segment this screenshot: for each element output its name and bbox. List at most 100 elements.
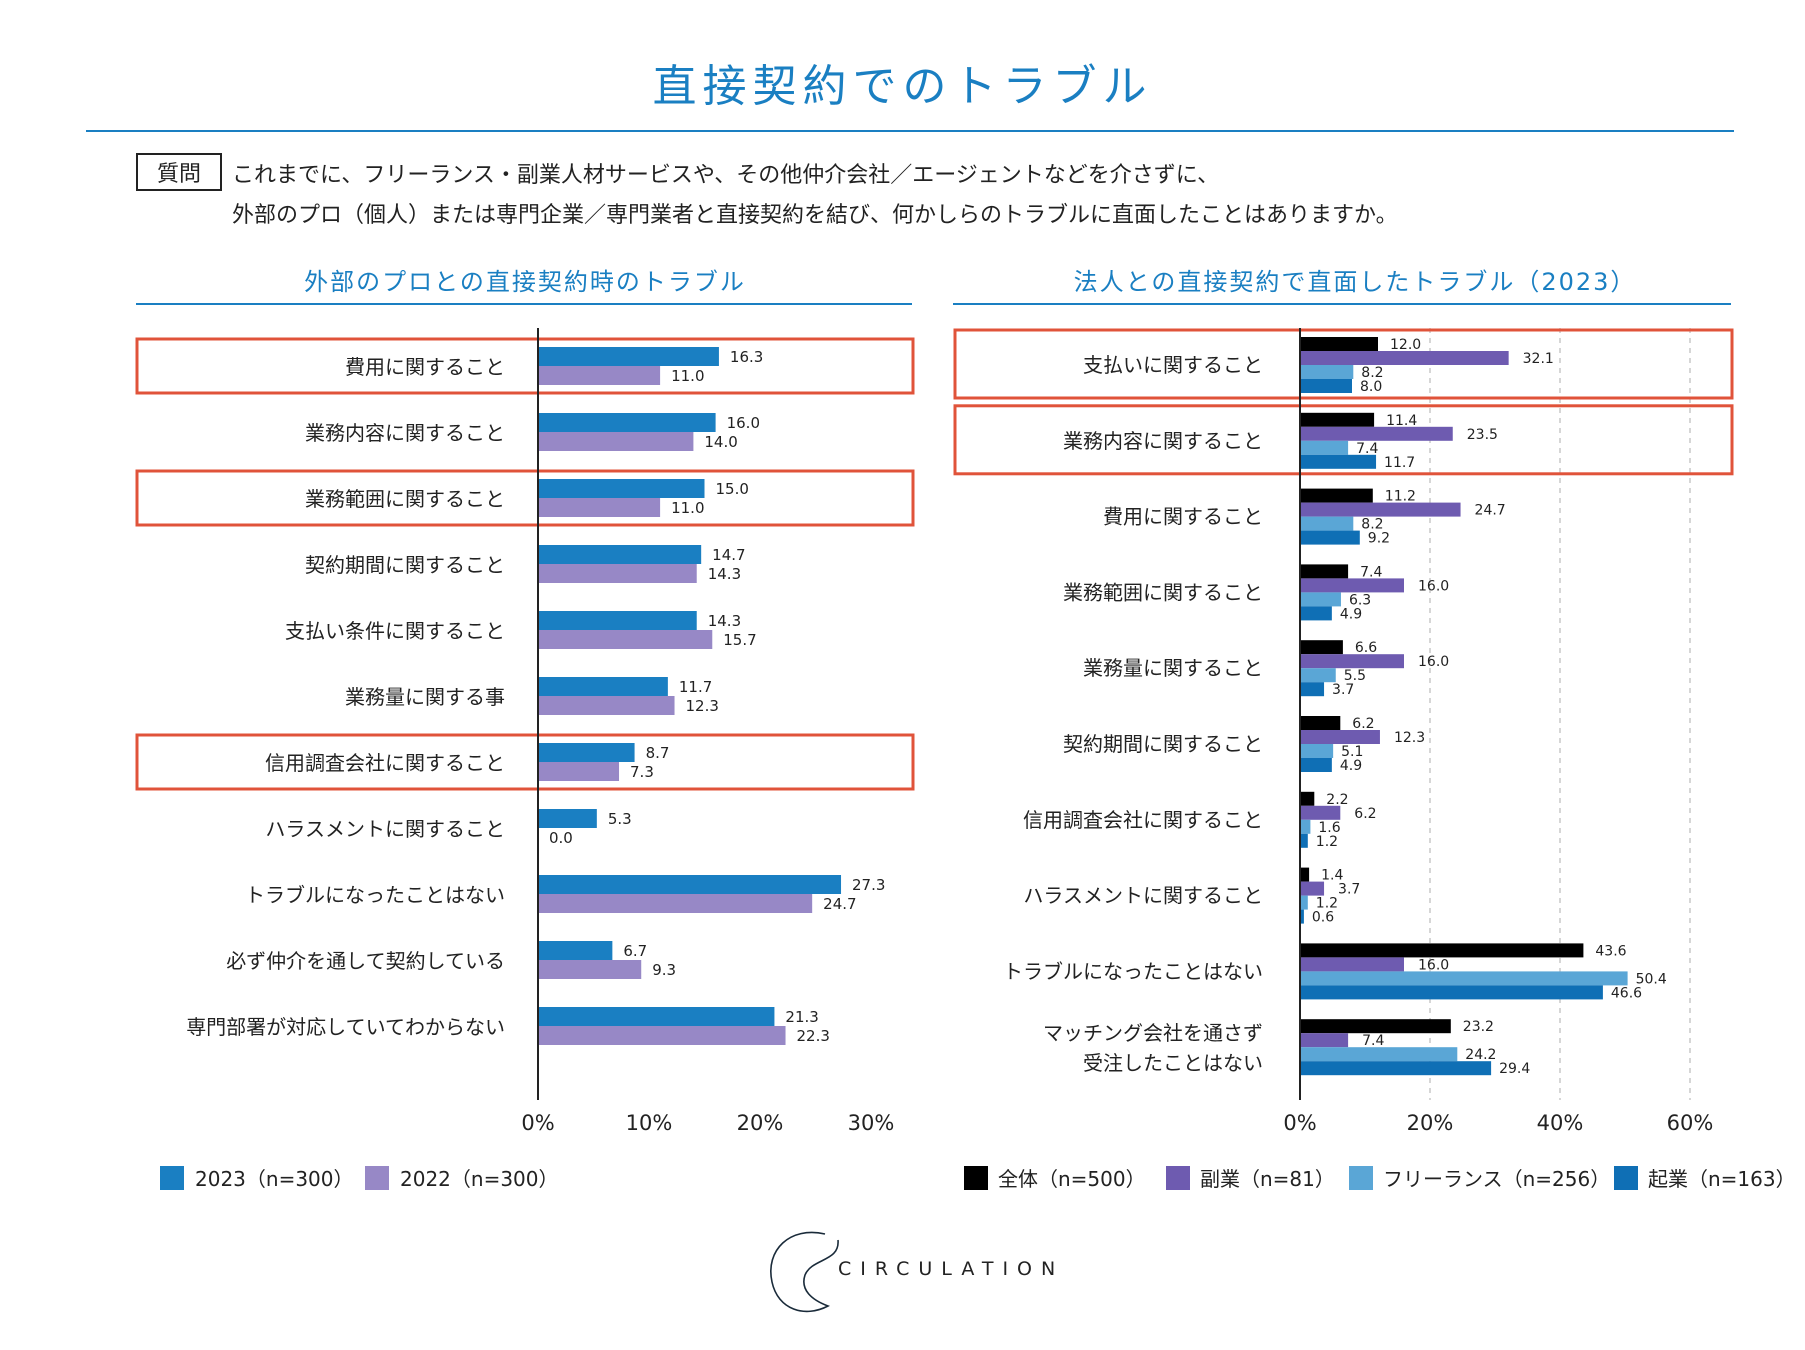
category-label: 受注したことはない: [1083, 1051, 1263, 1075]
bar-2022: [538, 432, 694, 451]
bar-all: [1300, 640, 1343, 655]
bar-startup: [1300, 379, 1352, 393]
bar-all: [1300, 337, 1378, 351]
data-label: 14.3: [708, 612, 741, 630]
legend-label: 全体（n=500）: [998, 1167, 1146, 1191]
data-label: 5.1: [1341, 744, 1363, 760]
data-label: 24.2: [1465, 1047, 1496, 1063]
chart-title: 法人との直接契約で直面したトラブル（2023）: [1074, 268, 1637, 296]
bar-2023: [538, 611, 697, 630]
category-label: 業務内容に関すること: [1063, 429, 1263, 453]
data-label: 11.0: [671, 367, 704, 385]
data-label: 1.4: [1321, 868, 1343, 884]
bar-2022: [538, 366, 661, 385]
data-label: 16.0: [1418, 578, 1449, 594]
bar-2022: [538, 894, 813, 913]
data-label: 16.0: [1418, 654, 1449, 670]
category-label: 業務範囲に関すること: [1063, 580, 1263, 604]
bar-side-job: [1300, 654, 1404, 669]
data-label: 22.3: [797, 1027, 830, 1045]
data-label: 11.7: [679, 678, 712, 696]
bar-side-job: [1300, 730, 1380, 744]
bar-freelance: [1300, 819, 1311, 834]
data-label: 24.7: [1475, 503, 1506, 519]
bar-freelance: [1300, 440, 1349, 455]
bar-side-job: [1300, 426, 1453, 441]
category-label: 費用に関すること: [345, 355, 505, 379]
legend-label: 2023（n=300）: [195, 1167, 354, 1191]
data-label: 7.4: [1362, 1033, 1384, 1049]
question-text: これまでに、フリーランス・副業人材サービスや、その他仲介会社／エージェントなどを…: [232, 156, 1682, 236]
category-label: 必ず仲介を通して契約している: [226, 949, 505, 973]
bar-all: [1300, 716, 1341, 730]
data-label: 6.7: [623, 942, 647, 960]
category-label: 契約期間に関すること: [1063, 732, 1263, 756]
x-tick-label: 40%: [1537, 1111, 1584, 1135]
highlight-box: [135, 733, 915, 791]
data-label: 0.6: [1312, 910, 1334, 926]
bar-2023: [538, 413, 716, 432]
legend-label: 副業（n=81）: [1200, 1167, 1335, 1191]
bar-startup: [1300, 1061, 1492, 1076]
category-label: 信用調査会社に関すること: [265, 751, 505, 775]
category-label: 専門部署が対応していてわからない: [186, 1015, 505, 1039]
x-tick-label: 0%: [521, 1111, 554, 1135]
bar-freelance: [1300, 365, 1354, 379]
bar-side-job: [1300, 881, 1325, 896]
data-label: 11.2: [1385, 489, 1416, 505]
bar-side-job: [1300, 578, 1404, 593]
data-label: 32.1: [1523, 351, 1554, 367]
data-label: 8.7: [646, 744, 670, 762]
category-label: 業務量に関すること: [1083, 656, 1263, 680]
data-label: 21.3: [785, 1008, 818, 1026]
bar-2022: [538, 960, 642, 979]
category-label: 業務内容に関すること: [305, 421, 505, 445]
bar-all: [1300, 867, 1310, 882]
bar-side-job: [1300, 805, 1341, 820]
data-label: 23.5: [1467, 427, 1498, 443]
bar-all: [1300, 564, 1349, 579]
bar-2022: [538, 696, 675, 715]
data-label: 15.0: [716, 480, 749, 498]
bar-freelance: [1300, 895, 1308, 910]
logo-text: CIRCULATION: [838, 1258, 1065, 1280]
x-tick-label: 20%: [1407, 1111, 1454, 1135]
legend-label: フリーランス（n=256）: [1383, 1167, 1610, 1191]
data-label: 5.3: [608, 810, 632, 828]
legend-swatch: [1166, 1166, 1190, 1190]
data-label: 1.2: [1316, 896, 1338, 912]
legend-swatch: [964, 1166, 988, 1190]
data-label: 46.6: [1611, 985, 1642, 1001]
bar-freelance: [1300, 516, 1354, 531]
bar-startup: [1300, 530, 1360, 545]
highlight-box: [135, 469, 915, 527]
legend-label: 2022（n=300）: [400, 1167, 559, 1191]
data-label: 43.6: [1595, 943, 1626, 959]
data-label: 11.0: [671, 499, 704, 517]
data-label: 3.7: [1338, 882, 1360, 898]
data-label: 4.9: [1340, 606, 1362, 622]
data-label: 7.4: [1360, 564, 1382, 580]
x-tick-label: 0%: [1283, 1111, 1316, 1135]
legend-swatch: [160, 1166, 184, 1190]
bar-2023: [538, 941, 613, 960]
data-label: 0.0: [549, 829, 573, 847]
data-label: 4.9: [1340, 758, 1362, 774]
data-label: 7.4: [1356, 441, 1378, 457]
data-label: 14.0: [704, 433, 737, 451]
data-label: 6.2: [1352, 716, 1374, 732]
bar-all: [1300, 488, 1373, 503]
data-label: 12.0: [1390, 337, 1421, 353]
x-tick-label: 10%: [626, 1111, 673, 1135]
bar-startup: [1300, 985, 1603, 1000]
bar-side-job: [1300, 1033, 1349, 1048]
data-label: 11.4: [1386, 413, 1417, 429]
data-label: 27.3: [852, 876, 885, 894]
category-label: トラブルになったことはない: [1003, 959, 1263, 983]
bar-freelance: [1300, 1047, 1458, 1062]
bar-2023: [538, 1007, 775, 1026]
data-label: 1.2: [1316, 834, 1338, 850]
legend-swatch: [1349, 1166, 1373, 1190]
bar-startup: [1300, 454, 1377, 469]
